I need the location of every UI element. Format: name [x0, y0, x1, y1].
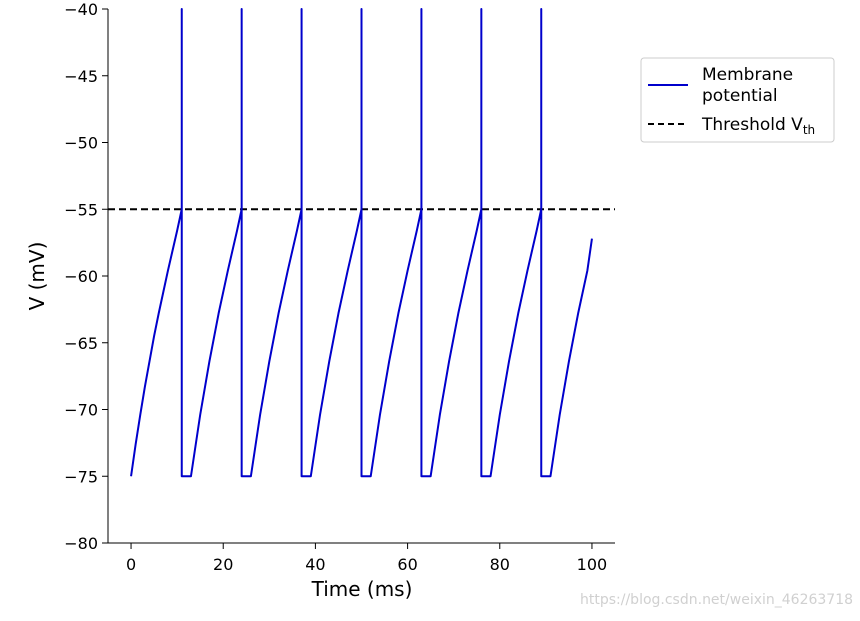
- plot-area: [108, 8, 615, 478]
- ticks-layer: 0 20 40 60 80 100 −80 −75 −70 −65 −60 −55 −50 −45 −40: [64, 0, 607, 574]
- legend-label-membrane-line1: Membrane: [702, 65, 793, 85]
- membrane-potential-line: [130, 8, 593, 478]
- y-tick-label: −55: [64, 200, 98, 219]
- y-tick-label: −70: [64, 401, 98, 420]
- legend-label-threshold: Threshold Vth: [701, 115, 815, 137]
- y-tick-label: −75: [64, 467, 98, 486]
- watermark: https://blog.csdn.net/weixin_46263718: [580, 592, 854, 608]
- legend-label-threshold-main: Threshold V: [701, 115, 803, 135]
- x-tick-label: 80: [490, 555, 510, 574]
- y-tick-label: −80: [64, 534, 98, 553]
- y-tick-label: −60: [64, 267, 98, 286]
- legend: Membrane potential Threshold Vth: [640, 57, 835, 143]
- legend-frame: [640, 57, 835, 143]
- legend-label-threshold-sub: th: [803, 123, 815, 137]
- y-tick-label: −40: [64, 0, 98, 19]
- legend-label-membrane-line2: potential: [702, 86, 778, 106]
- x-tick-label: 40: [305, 555, 325, 574]
- x-tick-label: 0: [126, 555, 136, 574]
- x-tick-label: 20: [213, 555, 233, 574]
- y-tick-label: −50: [64, 134, 98, 153]
- x-tick-label: 100: [577, 555, 608, 574]
- y-tick-label: −45: [64, 67, 98, 86]
- y-tick-label: −65: [64, 334, 98, 353]
- x-tick-label: 60: [397, 555, 417, 574]
- x-axis-title: Time (ms): [311, 577, 413, 601]
- y-axis-title: V (mV): [25, 242, 49, 311]
